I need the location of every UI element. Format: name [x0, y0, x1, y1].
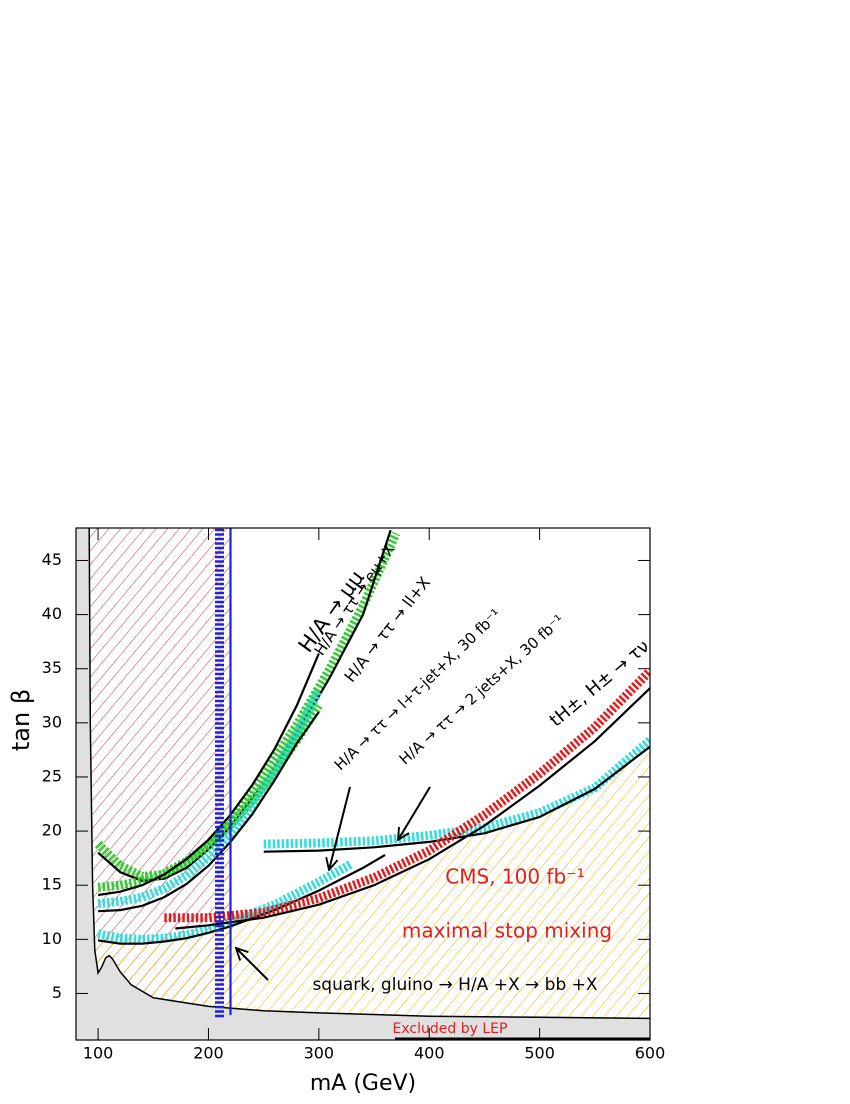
- hatched-band: [94, 531, 401, 882]
- arrow: [329, 786, 351, 870]
- hatched-band: [97, 688, 323, 909]
- excluded-label: Excluded by LEP: [393, 1021, 508, 1037]
- y-axis-label: tan β: [7, 689, 35, 751]
- y-tick-label: 20: [42, 821, 62, 840]
- hatched-band: [97, 859, 355, 944]
- discovery-hatch: [76, 528, 650, 1040]
- y-tick-label: 35: [42, 658, 62, 677]
- y-tick-label: 40: [42, 604, 62, 623]
- x-axis-label: mA (GeV): [310, 1071, 416, 1096]
- x-tick-label: 500: [524, 1044, 555, 1063]
- arrow: [398, 786, 431, 840]
- excluded-region: [76, 528, 650, 1040]
- x-tick-label: 100: [83, 1044, 114, 1063]
- plot-frame: [75, 527, 651, 1041]
- x-tick-label: 400: [414, 1044, 445, 1063]
- x-tick-label: 200: [193, 1044, 224, 1063]
- overlay: [236, 786, 650, 1041]
- y-tick-label: 25: [42, 766, 62, 785]
- y-tick-label: 10: [42, 929, 62, 948]
- curve: [97, 853, 386, 945]
- hatched-band: [263, 736, 650, 849]
- hatched-band: [97, 703, 323, 892]
- y-tick-label: 15: [42, 875, 62, 894]
- excluded-boundary: [88, 528, 650, 1020]
- x-tick-label: 300: [304, 1044, 335, 1063]
- y-tick-label: 45: [42, 550, 62, 569]
- annotation: CMS, 100 fb⁻¹: [445, 865, 584, 889]
- y-tick-label: 5: [52, 983, 62, 1002]
- x-tick-label: 600: [635, 1044, 666, 1063]
- curve: [98, 711, 320, 913]
- y-tick-label: 30: [42, 712, 62, 731]
- curve: [175, 687, 650, 930]
- annotation: squark, gluino → H/A +X → bb +X: [312, 975, 597, 995]
- arrow: [236, 948, 269, 981]
- annotation: maximal stop mixing: [402, 919, 612, 943]
- hatched-band: [164, 667, 650, 923]
- curve: [97, 653, 320, 897]
- plot-area: [76, 528, 650, 1040]
